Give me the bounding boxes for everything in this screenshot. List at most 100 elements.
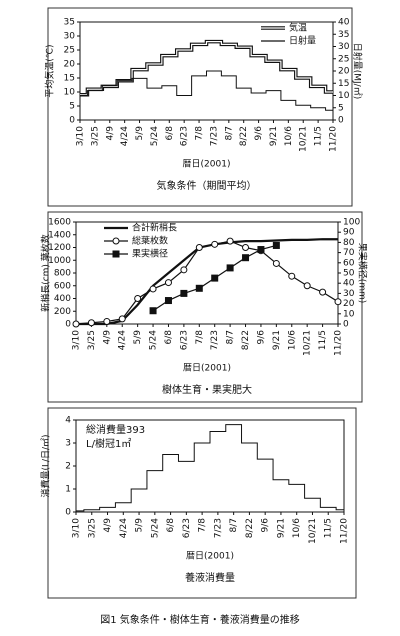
x-tick-label: 7/8 [195, 330, 205, 345]
y2-tick-label: 5 [338, 103, 344, 113]
point [118, 315, 126, 323]
y-tick-label: 400 [54, 294, 71, 304]
point [164, 297, 172, 305]
subtitle: 気象条件（期間平均） [157, 179, 257, 192]
legend-marker [112, 250, 120, 258]
y-tick-label: 1 [65, 485, 71, 495]
x-tick-label: 8/7 [229, 518, 239, 532]
y-axis-title: 新梢長(cm) 葉枚数 [40, 234, 52, 312]
y-tick-label: 5 [69, 102, 75, 112]
y2-tick-label: 0 [338, 116, 344, 126]
y-tick-label: 0 [65, 320, 71, 330]
x-tick-label: 5/9 [135, 518, 145, 533]
legend-label: 気温 [289, 22, 307, 34]
y2-tick-label: 80 [343, 238, 355, 248]
x-tick-label: 3/25 [87, 518, 97, 538]
point [195, 284, 203, 292]
legend-marker [112, 237, 120, 245]
y2-tick-label: 50 [343, 269, 355, 279]
x-tick-label: 7/8 [198, 518, 208, 533]
x-tick-label: 8/22 [245, 518, 255, 538]
y2-tick-label: 0 [343, 320, 349, 330]
point [303, 282, 311, 290]
panel-frame [47, 211, 363, 403]
y-tick-label: 10 [64, 88, 76, 98]
x-tick-label: 6/23 [180, 126, 190, 146]
subtitle: 樹体生育・果実肥大 [162, 383, 252, 396]
point [87, 319, 95, 327]
plot-frame [75, 221, 339, 325]
y-tick-label: 200 [54, 307, 71, 317]
x-tick-label: 3/10 [76, 126, 86, 146]
y-tick-label: 0 [69, 116, 75, 126]
x-tick-label: 6/8 [164, 330, 174, 345]
x-tick-label: 7/23 [210, 330, 220, 350]
x-tick-label: 10/6 [292, 518, 302, 538]
y-tick-label: 1000 [48, 256, 71, 266]
y2-tick-label: 90 [343, 228, 355, 238]
step-line [80, 39, 333, 97]
point [242, 244, 250, 251]
x-tick-label: 5/9 [133, 330, 143, 345]
y-tick-label: 1600 [48, 218, 71, 228]
x-axis-title: 暦日(2001) [183, 363, 231, 374]
y2-axis-title: 果実横径(mm) [357, 243, 369, 304]
x-tick-label: 11/20 [340, 518, 350, 544]
legend-label: 総葉枚数 [132, 235, 168, 247]
x-tick-label: 3/25 [87, 330, 97, 350]
y2-tick-label: 25 [338, 54, 349, 64]
x-tick-label: 6/8 [165, 126, 175, 141]
x-tick-label: 5/24 [150, 126, 160, 146]
x-tick-label: 6/23 [182, 518, 192, 538]
x-tick-label: 4/9 [105, 126, 115, 141]
x-tick-label: 9/21 [276, 518, 286, 538]
y2-tick-label: 40 [343, 279, 355, 289]
legend-label: 合計新梢長 [132, 222, 177, 234]
point [272, 241, 280, 249]
point [334, 298, 342, 306]
y-tick-label: 600 [54, 281, 71, 291]
point [257, 246, 265, 254]
x-tick-label: 10/6 [287, 330, 297, 350]
y-tick-label: 35 [64, 18, 75, 28]
x-tick-label: 10/21 [303, 330, 313, 356]
x-tick-label: 3/10 [72, 518, 82, 538]
x-tick-label: 10/21 [308, 518, 318, 544]
x-axis-title: 暦日(2001) [186, 551, 234, 562]
x-tick-label: 11/20 [329, 126, 339, 152]
legend-label: 果実横径 [132, 248, 168, 260]
y-tick-label: 25 [64, 46, 75, 56]
y2-tick-label: 10 [338, 91, 350, 101]
y-tick-label: 2 [65, 462, 71, 472]
x-tick-label: 9/6 [261, 518, 271, 533]
caption: 図1 気象条件・樹体生育・養液消費量の推移 [100, 613, 300, 626]
y-tick-label: 1400 [48, 230, 71, 240]
point [180, 289, 188, 297]
y-axis-title: 消費量(L/日/㎡) [40, 434, 52, 497]
y2-tick-label: 30 [343, 289, 355, 299]
y-axis-title: 平均気温(℃) [44, 44, 56, 97]
x-tick-label: 4/24 [120, 126, 130, 146]
x-tick-label: 10/21 [299, 126, 309, 152]
point [195, 244, 203, 251]
point [319, 288, 327, 296]
x-tick-label: 3/25 [90, 126, 100, 146]
point [226, 237, 234, 245]
y2-tick-label: 35 [338, 30, 349, 40]
subtitle: 養液消費量 [185, 571, 235, 584]
x-tick-label: 3/10 [72, 330, 82, 350]
x-tick-label: 7/8 [195, 126, 205, 141]
x-tick-label: 9/21 [272, 330, 282, 350]
x-tick-label: 8/22 [241, 330, 251, 350]
x-tick-label: 6/8 [166, 518, 176, 533]
x-tick-label: 8/22 [239, 126, 249, 146]
point [288, 272, 296, 280]
x-tick-label: 11/5 [324, 518, 334, 538]
x-tick-label: 5/24 [150, 518, 160, 538]
y2-tick-label: 60 [343, 258, 355, 268]
step-line [80, 70, 333, 111]
x-tick-label: 5/24 [149, 330, 159, 350]
y2-tick-label: 10 [343, 309, 355, 319]
point [242, 254, 250, 262]
